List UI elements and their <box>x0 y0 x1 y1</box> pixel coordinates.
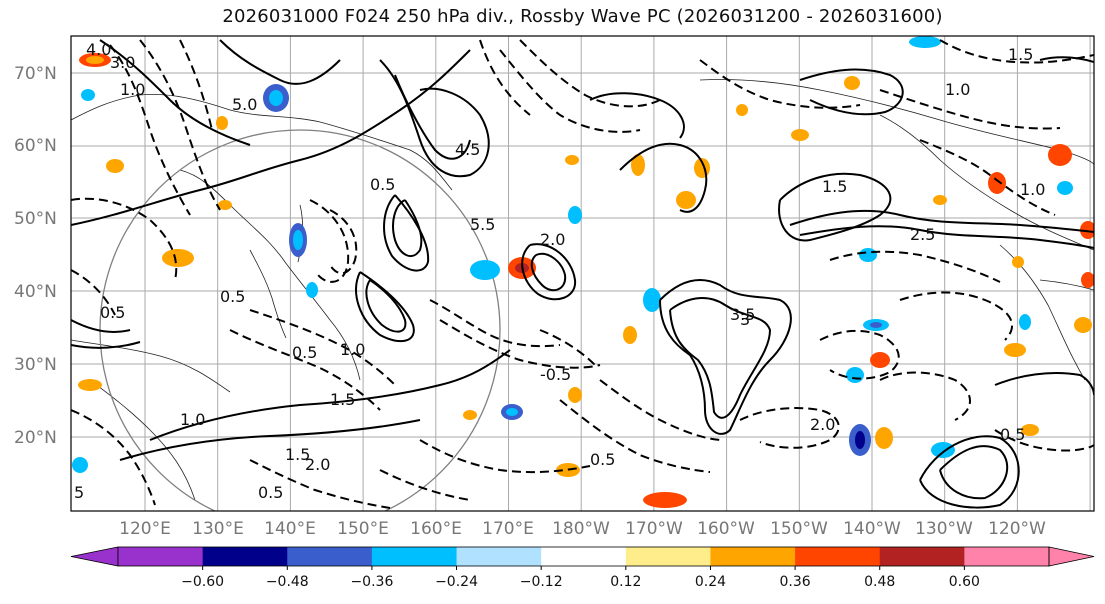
contour-label: 0.5 <box>590 450 615 469</box>
lon-label-170e: 170°E <box>482 519 534 539</box>
lon-label-150e: 150°E <box>337 519 389 539</box>
colorbar-segment <box>287 547 373 566</box>
lat-label-70n: 70°N <box>14 64 57 84</box>
colorbar-segment <box>371 547 458 566</box>
contour-label: 1.5 <box>822 177 847 196</box>
colorbar-segment <box>710 547 796 566</box>
colorbar-tick-label: 0.36 <box>780 574 811 590</box>
colorbar-segment <box>625 547 711 566</box>
contour-label: 2.0 <box>810 415 835 434</box>
latitude-labels: 70°N 60°N 50°N 40°N 30°N 20°N <box>14 64 57 448</box>
longitude-labels: 120°E 130°E 140°E 150°E 160°E 170°E 180°… <box>119 519 1046 539</box>
lon-label-180w: 180°W <box>552 519 610 539</box>
lon-label-140w: 140°W <box>843 519 901 539</box>
contour-label: 2.5 <box>910 225 935 244</box>
lon-label-140e: 140°E <box>264 519 316 539</box>
colorbar-extend-max <box>1048 546 1095 567</box>
map-frame <box>70 35 1095 512</box>
colorbar-tick-label: 0.48 <box>864 574 895 590</box>
contour-label: 5.5 <box>470 215 495 234</box>
lat-label-60n: 60°N <box>14 136 57 156</box>
contour-label: 1.5 <box>285 445 310 464</box>
lat-label-20n: 20°N <box>14 428 57 448</box>
divergence-shading <box>72 36 1094 508</box>
colorbar-tick-label: 0.24 <box>695 574 726 590</box>
contour-label: 1.0 <box>1020 180 1045 199</box>
lat-label-40n: 40°N <box>14 282 57 302</box>
contour-label: 1.0 <box>945 80 970 99</box>
colorbar-segment <box>202 547 288 566</box>
colorbar-tick-label: 0.60 <box>949 574 980 590</box>
colorbar-segment <box>795 547 881 566</box>
lon-label-120w: 120°W <box>988 519 1046 539</box>
contour-label: 2.0 <box>305 455 330 474</box>
map-title: 2026031000 F024 250 hPa div., Rossby Wav… <box>222 6 943 27</box>
contour-labels: 4.0 3.0 1.0 5.0 0.5 1.5 2.0 2.5 3.5 4.5 … <box>74 40 1045 502</box>
contour-label: 0.5 <box>1000 425 1025 444</box>
contour-label: 2.0 <box>540 230 565 249</box>
contour-label: -0.5 <box>540 365 571 384</box>
contour-label: 5.0 <box>232 95 257 114</box>
colorbar-tick-label: 0.12 <box>610 574 641 590</box>
contour-label: 1.5 <box>330 390 355 409</box>
lon-label-130w: 130°W <box>915 519 973 539</box>
lon-label-120e: 120°E <box>119 519 171 539</box>
contour-label: 3.0 <box>110 53 135 72</box>
contour-label: 0.5 <box>292 343 317 362</box>
contour-label: 3.5 <box>730 305 755 324</box>
lat-label-30n: 30°N <box>14 355 57 375</box>
contour-label: 1.0 <box>180 410 205 429</box>
colorbar-segment <box>541 547 627 566</box>
colorbar-segment <box>118 547 204 566</box>
colorbar-tick-label: −0.12 <box>520 574 563 590</box>
contour-label: 5 <box>74 483 84 502</box>
lon-label-170w: 170°W <box>625 519 683 539</box>
colorbar-outline <box>117 546 1050 567</box>
colorbar-tick-label: −0.60 <box>181 574 224 590</box>
lon-label-160w: 160°W <box>697 519 755 539</box>
contour-label: 0.5 <box>220 287 245 306</box>
contour-label: 0.5 <box>258 483 283 502</box>
contour-label: 4.5 <box>455 140 480 159</box>
lat-label-50n: 50°N <box>14 209 57 229</box>
contour-label: 1.5 <box>1008 45 1033 64</box>
contour-label: 3 <box>740 310 750 329</box>
colorbar-segment <box>964 547 1050 566</box>
lon-label-160e: 160°E <box>410 519 462 539</box>
contour-label: 0.5 <box>100 303 125 322</box>
contour-label: 1.0 <box>120 80 145 99</box>
colorbar-tick-label: −0.48 <box>266 574 309 590</box>
colorbar-extend-min <box>70 546 119 567</box>
graticule <box>71 36 1094 511</box>
contour-label: 0.5 <box>370 175 395 194</box>
colorbar-ticks: −0.60 −0.48 −0.36 −0.24 −0.12 0.12 0.24 0.36 0.4… <box>181 566 980 590</box>
colorbar <box>70 546 1095 567</box>
positive-contours <box>71 39 1094 509</box>
lon-label-150w: 150°W <box>770 519 828 539</box>
lon-label-130e: 130°E <box>192 519 244 539</box>
contour-label: 4.0 <box>86 40 111 59</box>
coastlines <box>71 79 1094 501</box>
negative-contours <box>71 39 1094 509</box>
colorbar-tick-label: −0.24 <box>435 574 478 590</box>
colorbar-segment <box>456 547 542 566</box>
colorbar-tick-label: −0.36 <box>350 574 393 590</box>
colorbar-segment <box>879 547 965 566</box>
contour-label: 1.0 <box>340 340 365 359</box>
